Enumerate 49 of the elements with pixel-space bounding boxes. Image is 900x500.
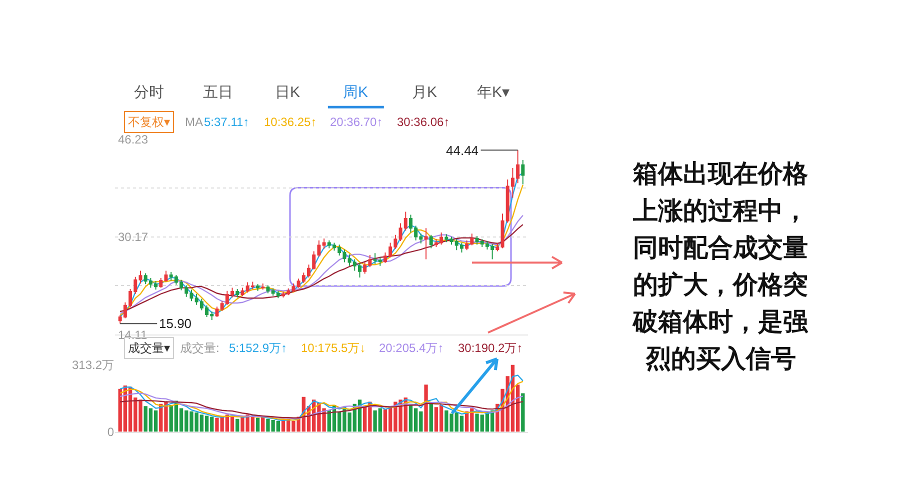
y-tick-label: 30.17 [118,230,148,244]
text: 上涨的过程中， [632,197,808,225]
text: 30:36.06↑ [397,115,450,129]
candlestick [521,160,525,185]
candlestick [215,306,219,318]
bar [256,418,260,432]
text: 的扩大，价格突 [633,271,808,299]
bar [236,418,240,432]
candlestick [322,238,326,250]
y-tick-label: 46.23 [118,132,148,146]
text: 20:36.70↑ [330,115,383,129]
text: 周K [343,84,368,101]
text: 年K▾ [477,84,510,101]
legend-title: MA [185,115,203,129]
bar [424,384,428,432]
y-tick-label: 0 [107,424,114,439]
text: 成交量▾ [128,341,170,355]
text: 五日 [203,84,233,101]
legend-title: 成交量: [180,341,220,355]
text: 月K [412,84,438,101]
candlestick [236,288,240,298]
text: 烈的买入信号 [645,345,796,373]
candlestick [424,228,428,260]
line-series [120,392,524,420]
text: 5:152.9万↑ [229,341,288,355]
text: 破箱体时，是强 [632,308,809,336]
text: 10:175.5万↓ [301,341,366,355]
y-tick-label: 313.2万 [72,358,114,372]
text: 同时配合成交量 [633,234,808,262]
line-series [120,400,524,418]
candlestick [496,242,500,252]
candlestick [444,234,448,243]
candlestick [266,284,270,294]
text: 20:205.4万↑ [379,341,444,355]
text: 5:37.11↑ [204,115,250,129]
text: 30:190.2万↑ [458,341,523,355]
candlestick [429,234,433,249]
candlestick [240,287,244,297]
annotation: 44.44 [446,143,479,158]
bar [521,393,525,432]
text: 不复权▾ [128,115,170,129]
annotation: 15.90 [159,316,192,331]
text: 10:36.25↑ [264,115,317,129]
candlestick [256,284,260,292]
text: 分时 [134,84,164,101]
text: 日K [275,84,300,101]
candlestick [261,283,265,290]
text: 箱体出现在价格 [632,160,808,188]
bar [429,404,433,432]
